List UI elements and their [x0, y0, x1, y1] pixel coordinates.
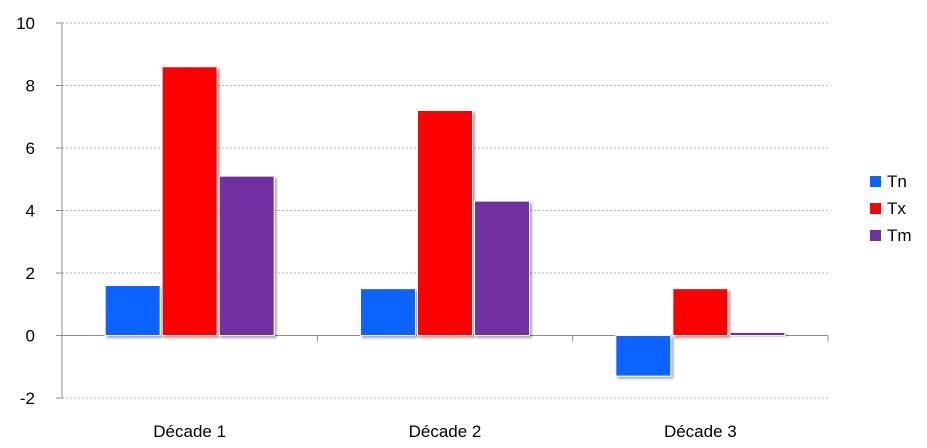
- bar-tm: [218, 175, 275, 336]
- y-tick-label: 8: [26, 77, 35, 96]
- bar-tn: [360, 288, 416, 336]
- bar-tx: [672, 288, 729, 336]
- y-tick-label: 10: [16, 14, 35, 33]
- x-tick-label: Décade 2: [409, 422, 482, 441]
- x-tick-label: Décade 3: [664, 422, 737, 441]
- bar-tm: [729, 331, 786, 336]
- legend-item-tm: Tm: [870, 222, 912, 249]
- y-tick-label: 0: [26, 327, 35, 346]
- legend-item-tx: Tx: [870, 195, 912, 222]
- bar-tn: [615, 335, 672, 377]
- axis-labels: -2 0 2 4 6 8 10 Décade 1 Décade 2 Décade 3: [16, 14, 737, 441]
- legend-label-tm: Tm: [887, 225, 912, 245]
- legend-item-tn: Tn: [870, 168, 912, 195]
- y-tick-label: 2: [26, 264, 35, 283]
- bar-tx: [161, 66, 218, 336]
- y-tick-label: 4: [26, 202, 35, 221]
- legend-label-tn: Tn: [887, 171, 907, 191]
- bars: [104, 66, 786, 377]
- legend-swatch-tn: [870, 176, 881, 187]
- y-tick-label: 6: [26, 139, 35, 158]
- legend-swatch-tx: [870, 203, 881, 214]
- legend: Tn Tx Tm: [870, 168, 912, 249]
- x-tick-label: Décade 1: [153, 422, 226, 441]
- legend-swatch-tm: [870, 230, 881, 241]
- bar-tn: [104, 285, 161, 336]
- legend-label-tx: Tx: [887, 198, 906, 218]
- y-tick-label: -2: [20, 389, 35, 408]
- bar-tx: [417, 110, 473, 336]
- bar-tm: [474, 200, 530, 336]
